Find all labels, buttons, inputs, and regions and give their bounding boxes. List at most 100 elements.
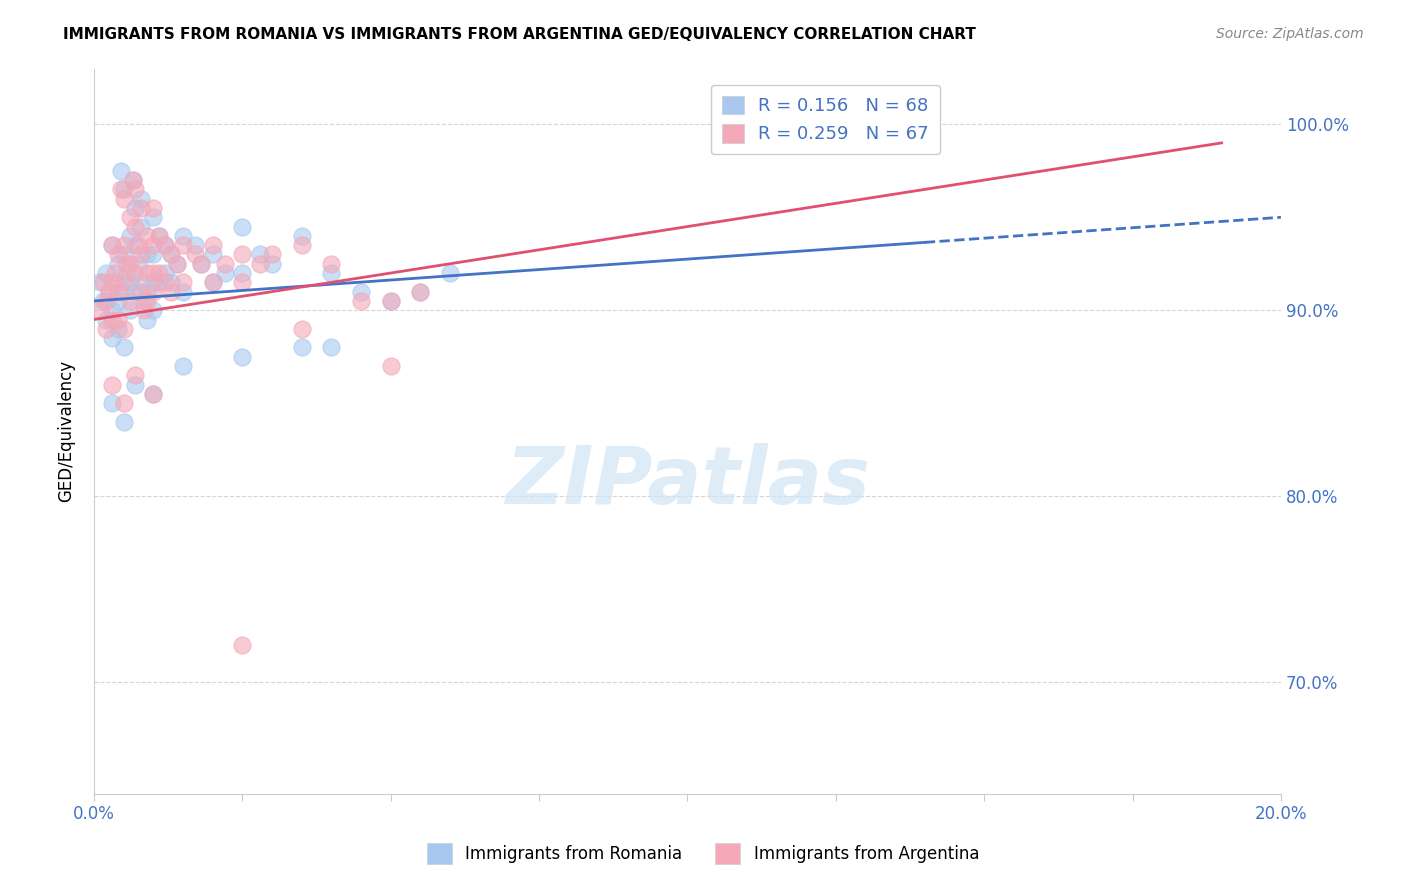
- Point: [142, 247, 165, 261]
- Point: [231, 266, 253, 280]
- Point: [107, 312, 129, 326]
- Point: [201, 276, 224, 290]
- Point: [172, 285, 194, 299]
- Point: [131, 192, 153, 206]
- Point: [172, 359, 194, 373]
- Point: [131, 219, 153, 234]
- Point: [142, 201, 165, 215]
- Point: [100, 396, 122, 410]
- Point: [112, 415, 135, 429]
- Point: [112, 285, 135, 299]
- Point: [291, 228, 314, 243]
- Point: [142, 387, 165, 401]
- Point: [249, 247, 271, 261]
- Point: [118, 293, 141, 308]
- Point: [439, 266, 461, 280]
- Point: [131, 285, 153, 299]
- Point: [124, 238, 146, 252]
- Point: [148, 266, 170, 280]
- Point: [134, 293, 156, 308]
- Point: [142, 285, 165, 299]
- Point: [184, 238, 207, 252]
- Point: [409, 285, 432, 299]
- Point: [118, 303, 141, 318]
- Point: [107, 322, 129, 336]
- Point: [131, 201, 153, 215]
- Point: [350, 293, 373, 308]
- Point: [107, 257, 129, 271]
- Point: [104, 276, 127, 290]
- Text: IMMIGRANTS FROM ROMANIA VS IMMIGRANTS FROM ARGENTINA GED/EQUIVALENCY CORRELATION: IMMIGRANTS FROM ROMANIA VS IMMIGRANTS FR…: [63, 27, 976, 42]
- Point: [118, 257, 141, 271]
- Point: [112, 322, 135, 336]
- Point: [127, 257, 149, 271]
- Point: [124, 368, 146, 383]
- Point: [291, 322, 314, 336]
- Point: [350, 285, 373, 299]
- Point: [142, 266, 165, 280]
- Point: [107, 293, 129, 308]
- Point: [201, 238, 224, 252]
- Point: [214, 257, 236, 271]
- Point: [112, 340, 135, 354]
- Point: [166, 257, 188, 271]
- Point: [190, 257, 212, 271]
- Point: [291, 238, 314, 252]
- Point: [321, 257, 343, 271]
- Point: [160, 247, 183, 261]
- Point: [112, 247, 135, 261]
- Point: [321, 266, 343, 280]
- Point: [100, 276, 122, 290]
- Point: [118, 211, 141, 225]
- Point: [107, 285, 129, 299]
- Point: [97, 285, 120, 299]
- Point: [91, 276, 114, 290]
- Point: [260, 247, 283, 261]
- Point: [321, 340, 343, 354]
- Point: [107, 247, 129, 261]
- Point: [104, 266, 127, 280]
- Point: [112, 238, 135, 252]
- Point: [136, 228, 159, 243]
- Point: [94, 293, 117, 308]
- Point: [380, 359, 402, 373]
- Point: [112, 192, 135, 206]
- Point: [231, 276, 253, 290]
- Point: [148, 276, 170, 290]
- Point: [160, 247, 183, 261]
- Point: [142, 211, 165, 225]
- Point: [121, 173, 143, 187]
- Y-axis label: GED/Equivalency: GED/Equivalency: [58, 360, 75, 502]
- Point: [115, 257, 138, 271]
- Point: [94, 322, 117, 336]
- Point: [100, 377, 122, 392]
- Point: [172, 238, 194, 252]
- Point: [127, 238, 149, 252]
- Point: [136, 293, 159, 308]
- Point: [100, 303, 122, 318]
- Point: [231, 219, 253, 234]
- Point: [148, 228, 170, 243]
- Point: [124, 377, 146, 392]
- Point: [142, 276, 165, 290]
- Point: [100, 312, 122, 326]
- Point: [201, 276, 224, 290]
- Point: [160, 276, 183, 290]
- Text: ZIPatlas: ZIPatlas: [505, 442, 870, 521]
- Point: [110, 182, 132, 196]
- Point: [131, 276, 153, 290]
- Point: [172, 276, 194, 290]
- Point: [380, 293, 402, 308]
- Point: [142, 238, 165, 252]
- Point: [153, 276, 176, 290]
- Point: [231, 247, 253, 261]
- Legend: R = 0.156   N = 68, R = 0.259   N = 67: R = 0.156 N = 68, R = 0.259 N = 67: [711, 85, 939, 154]
- Point: [118, 228, 141, 243]
- Point: [112, 276, 135, 290]
- Point: [172, 228, 194, 243]
- Point: [142, 387, 165, 401]
- Point: [148, 228, 170, 243]
- Point: [190, 257, 212, 271]
- Point: [112, 182, 135, 196]
- Point: [118, 276, 141, 290]
